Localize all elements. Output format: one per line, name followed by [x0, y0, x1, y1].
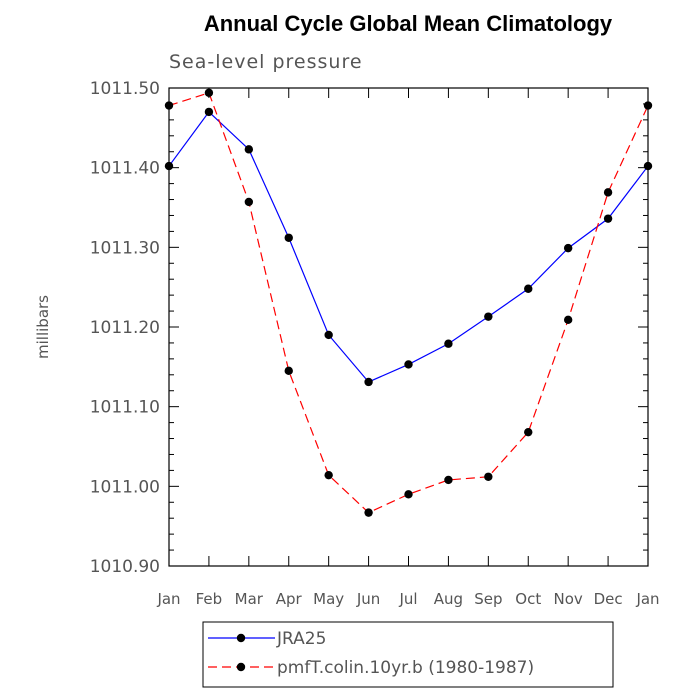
data-point — [524, 284, 533, 293]
data-point — [484, 312, 493, 321]
data-point — [164, 101, 174, 110]
x-tick-label: Apr — [276, 590, 303, 608]
data-point — [444, 339, 453, 348]
data-point — [244, 145, 254, 154]
chart-subtitle: Sea-level pressure — [169, 51, 363, 73]
x-tick-label: Nov — [554, 590, 583, 608]
x-tick-label: Oct — [515, 590, 541, 608]
data-point — [404, 360, 413, 369]
x-tick-label: Jun — [356, 590, 380, 608]
data-point — [643, 161, 653, 171]
y-axis-label: millibars — [34, 295, 52, 359]
x-tick-label: Jul — [398, 590, 417, 608]
series-line-2 — [168, 92, 649, 514]
x-tick-label: Jan — [156, 590, 180, 608]
y-tick-label: 1011.50 — [90, 79, 160, 99]
data-point — [204, 88, 214, 97]
data-point — [204, 107, 214, 117]
y-tick-label: 1011.30 — [90, 238, 160, 258]
data-point — [404, 490, 413, 499]
legend-swatch-marker — [236, 633, 246, 643]
y-tick-label: 1010.90 — [90, 557, 160, 577]
data-point — [444, 475, 453, 485]
data-point — [603, 214, 613, 223]
y-tick-label: 1011.00 — [90, 477, 160, 497]
y-tick-label: 1011.40 — [90, 159, 160, 179]
x-tick-label: Dec — [594, 590, 623, 608]
x-tick-label: Sep — [474, 590, 502, 608]
chart-title: Annual Cycle Global Mean Climatology — [204, 11, 613, 36]
data-point — [524, 427, 533, 437]
x-tick-label: Jan — [635, 590, 659, 608]
data-point — [284, 366, 293, 376]
data-point — [563, 315, 573, 325]
legend-label: JRA25 — [276, 629, 326, 649]
data-point — [563, 243, 573, 253]
x-tick-label: Feb — [196, 590, 223, 608]
x-tick-label: Aug — [434, 590, 463, 608]
data-point — [484, 472, 493, 481]
data-point — [643, 101, 653, 110]
data-point — [284, 233, 293, 242]
legend-label: pmfT.colin.10yr.b (1980-1987) — [277, 658, 534, 678]
data-point — [244, 197, 254, 207]
data-point — [364, 508, 373, 517]
data-point — [364, 377, 373, 387]
x-tick-label: May — [313, 590, 344, 608]
data-point — [324, 330, 333, 340]
data-point — [603, 188, 613, 197]
x-tick-label: Mar — [235, 590, 264, 608]
legend-swatch-marker — [236, 662, 246, 672]
data-point — [164, 161, 174, 171]
series-line-1 — [168, 111, 649, 383]
y-tick-label: 1011.10 — [90, 398, 160, 418]
legend-box — [202, 621, 614, 688]
data-point — [324, 470, 333, 480]
y-tick-label: 1011.20 — [90, 318, 160, 338]
